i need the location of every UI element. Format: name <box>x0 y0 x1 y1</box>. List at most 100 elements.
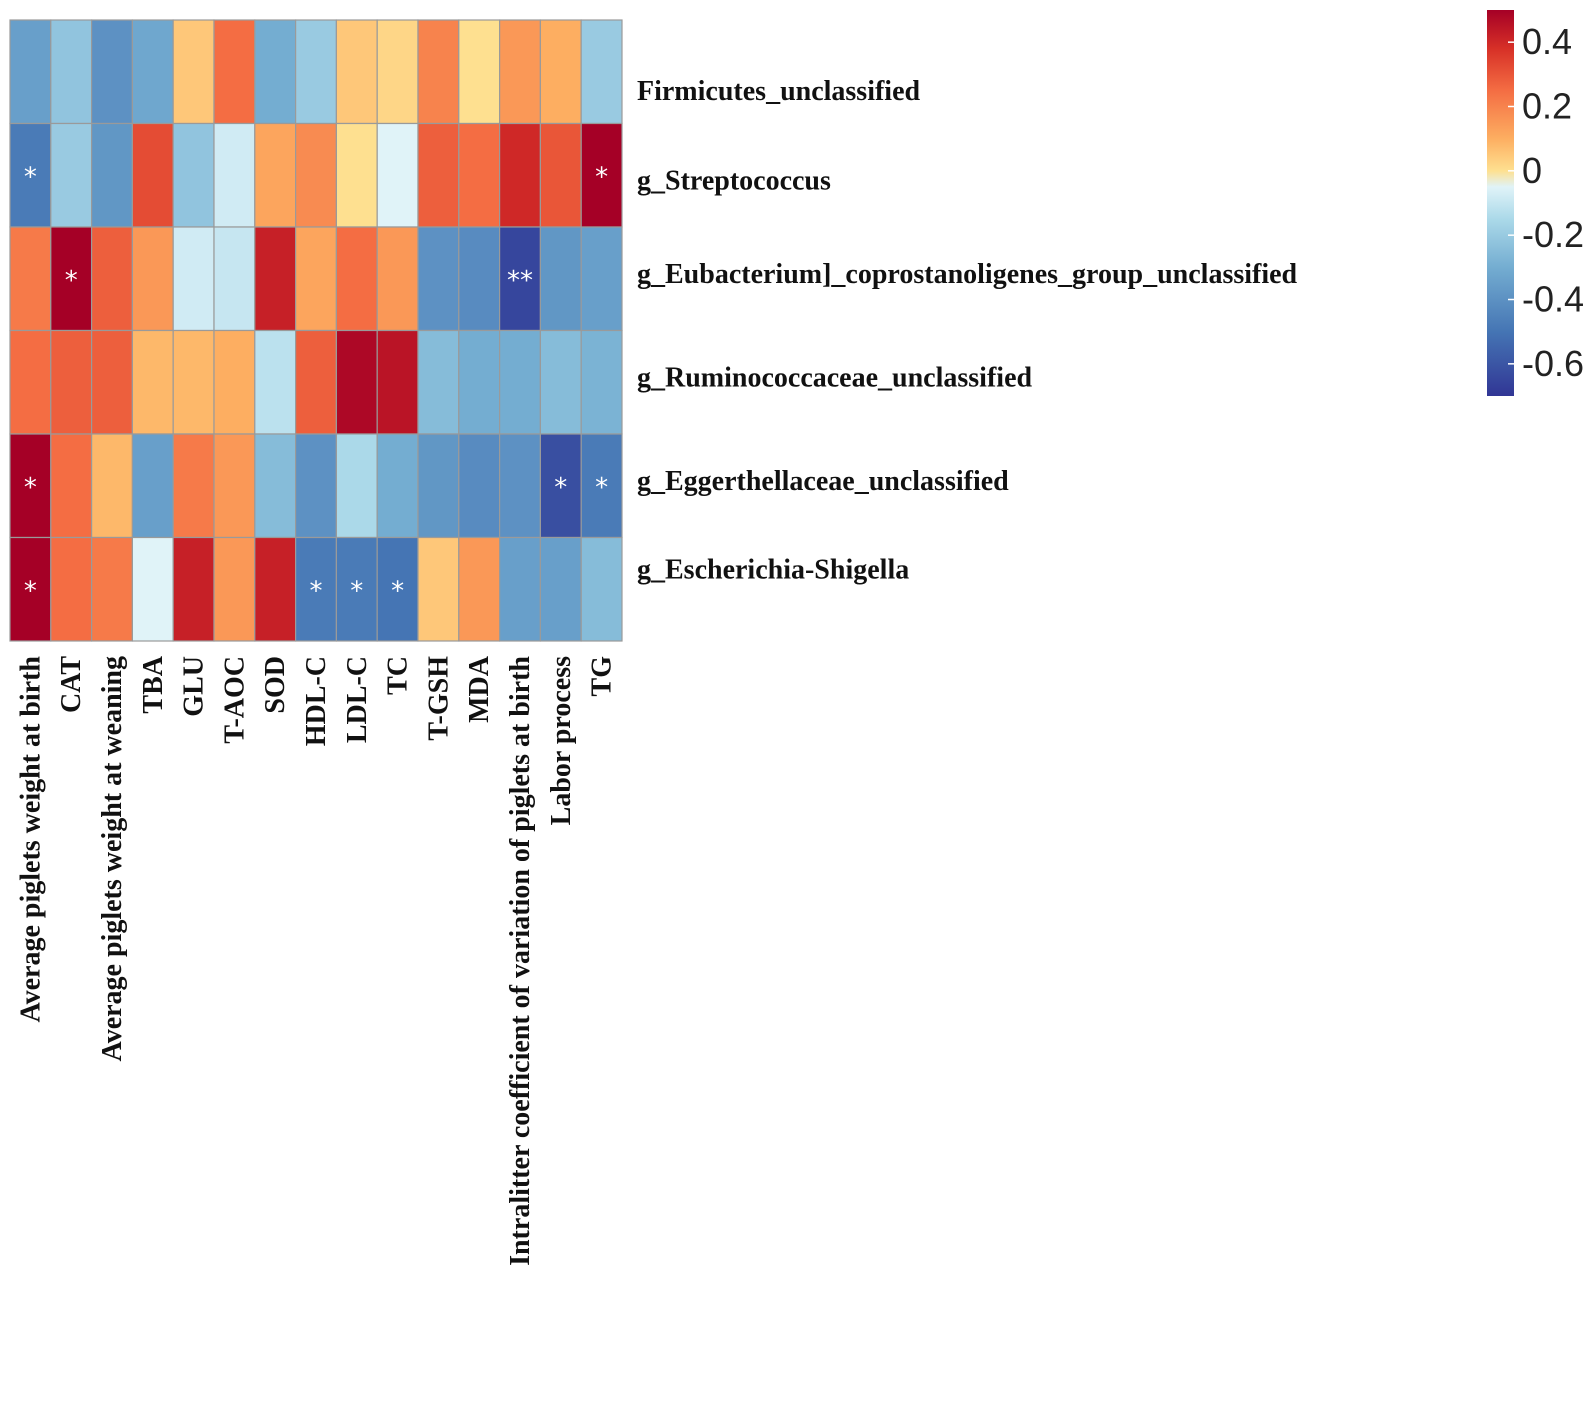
heatmap-cell-r5-c12 <box>499 536 542 642</box>
significance-markers: * ** *** * ** * * * <box>24 162 608 606</box>
heatmap-cell-r5-c1 <box>50 536 93 642</box>
heatmap-cell-r3-c0 <box>9 329 52 435</box>
row-labels: Firmicutes_unclassified g_Streptococcus g_… <box>637 76 1298 586</box>
heatmap-cell-r2-c0 <box>9 226 52 332</box>
heatmap-cell-r0-c2 <box>90 19 133 125</box>
heatmap-cell-r3-c10 <box>417 329 460 435</box>
heatmap-cell-r2-c7 <box>295 226 338 332</box>
heatmap-cell-r5-c11 <box>458 536 501 642</box>
legend-color-bar <box>1487 10 1514 396</box>
heatmap-cell-r5-c10 <box>417 536 460 642</box>
legend-tick-label: 0.2 <box>1522 86 1572 127</box>
row-label: g_Eggerthellaceae_unclassified <box>637 466 1009 497</box>
significance-star: * <box>24 576 37 606</box>
column-label: TBA <box>138 655 169 713</box>
heatmap-cell-r5-c7 <box>295 536 338 642</box>
heatmap-cell-r5-c0 <box>9 536 52 642</box>
heatmap-cell-r2-c6 <box>254 226 297 332</box>
heatmap-cell-r4-c13 <box>539 433 582 539</box>
heatmap-cell-r5-c8 <box>335 536 378 642</box>
heatmap-cell-r5-c3 <box>131 536 174 642</box>
heatmap-cell-r3-c11 <box>458 329 501 435</box>
heatmap-cell-r5-c5 <box>213 536 256 642</box>
heatmap-cell-r4-c8 <box>335 433 378 539</box>
column-label: LDL-C <box>342 656 373 743</box>
heatmap-cells <box>9 19 623 642</box>
heatmap-cell-r1-c6 <box>254 122 297 228</box>
column-label: Intralitter coefficient of variation of … <box>505 656 536 1266</box>
column-label: T-GSH <box>423 656 454 741</box>
heatmap-cell-r1-c14 <box>580 122 623 228</box>
column-label: SOD <box>260 656 291 714</box>
heatmap-cell-r4-c10 <box>417 433 460 539</box>
heatmap-cell-r3-c12 <box>499 329 542 435</box>
heatmap-cell-r1-c10 <box>417 122 460 228</box>
heatmap-cell-r0-c14 <box>580 19 623 125</box>
heatmap-cell-r0-c0 <box>9 19 52 125</box>
heatmap-cell-r3-c2 <box>90 329 133 435</box>
heatmap-cell-r0-c4 <box>172 19 215 125</box>
heatmap-cell-r2-c13 <box>539 226 582 332</box>
significance-star: * <box>554 473 567 503</box>
significance-star: * <box>24 473 37 503</box>
heatmap-cell-r2-c14 <box>580 226 623 332</box>
column-label: TG <box>587 656 618 697</box>
heatmap-cell-r3-c8 <box>335 329 378 435</box>
heatmap-cell-r2-c9 <box>376 226 419 332</box>
column-label: GLU <box>179 656 210 717</box>
significance-star: ** <box>507 266 533 296</box>
row-label: g_Eubacterium]_coprostanoligenes_group_u… <box>637 259 1298 290</box>
heatmap-cell-r0-c1 <box>50 19 93 125</box>
heatmap-cell-r4-c4 <box>172 433 215 539</box>
color-legend: 0.4 0.2 0 -0.2 -0.4 -0.6 <box>1487 10 1584 396</box>
heatmap-cell-r0-c9 <box>376 19 419 125</box>
heatmap-cell-r1-c4 <box>172 122 215 228</box>
heatmap-cell-r5-c2 <box>90 536 133 642</box>
heatmap-cell-r1-c11 <box>458 122 501 228</box>
significance-star: * <box>391 576 404 606</box>
heatmap-cell-r3-c6 <box>254 329 297 435</box>
heatmap-cell-r0-c12 <box>499 19 542 125</box>
heatmap-cell-r0-c13 <box>539 19 582 125</box>
legend-tick-label: -0.6 <box>1522 343 1584 384</box>
significance-star: * <box>595 162 608 192</box>
heatmap-cell-r3-c14 <box>580 329 623 435</box>
heatmap-cell-r3-c4 <box>172 329 215 435</box>
significance-star: * <box>65 266 78 296</box>
heatmap-cell-r4-c11 <box>458 433 501 539</box>
heatmap-cell-r2-c2 <box>90 226 133 332</box>
heatmap-cell-r0-c8 <box>335 19 378 125</box>
significance-star: * <box>595 473 608 503</box>
heatmap-cell-r4-c12 <box>499 433 542 539</box>
heatmap-cell-r0-c7 <box>295 19 338 125</box>
column-label: Average piglets weight at weaning <box>97 656 128 1061</box>
heatmap-cell-r3-c3 <box>131 329 174 435</box>
heatmap-cell-r2-c8 <box>335 226 378 332</box>
row-label: g_Escherichia-Shigella <box>637 554 909 585</box>
legend-tick-label: 0 <box>1522 150 1542 191</box>
heatmap-cell-r4-c7 <box>295 433 338 539</box>
heatmap-cell-r2-c11 <box>458 226 501 332</box>
heatmap-cell-r2-c4 <box>172 226 215 332</box>
heatmap-cell-r3-c1 <box>50 329 93 435</box>
significance-star: * <box>310 576 323 606</box>
heatmap-cell-r5-c14 <box>580 536 623 642</box>
heatmap-cell-r2-c10 <box>417 226 460 332</box>
heatmap-cell-r2-c5 <box>213 226 256 332</box>
column-label: CAT <box>56 656 87 713</box>
heatmap-cell-r1-c9 <box>376 122 419 228</box>
heatmap-cell-r1-c2 <box>90 122 133 228</box>
column-label: T-AOC <box>219 656 250 744</box>
column-label: HDL-C <box>301 656 332 746</box>
heatmap-cell-r4-c3 <box>131 433 174 539</box>
heatmap-cell-r3-c13 <box>539 329 582 435</box>
heatmap-cell-r1-c7 <box>295 122 338 228</box>
heatmap-cell-r1-c12 <box>499 122 542 228</box>
heatmap-cell-r0-c5 <box>213 19 256 125</box>
heatmap-cell-r4-c2 <box>90 433 133 539</box>
heatmap-cell-r1-c1 <box>50 122 93 228</box>
heatmap-cell-r1-c5 <box>213 122 256 228</box>
heatmap-cell-r1-c3 <box>131 122 174 228</box>
